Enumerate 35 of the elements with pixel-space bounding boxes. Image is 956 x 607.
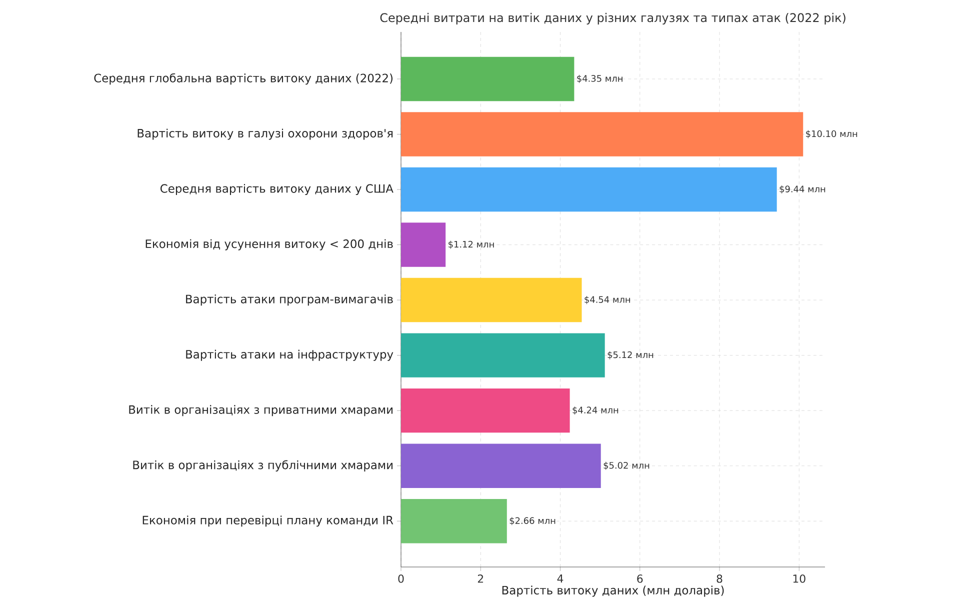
y-tick-label: Вартість витоку в галузі охорони здоров'я	[138, 128, 393, 140]
y-tick-label: Вартість атаки на інфраструктуру	[186, 350, 394, 361]
x-tick-label: 6	[637, 574, 643, 583]
y-tick-label: Середня глобальна вартість витоку даних (2022)	[94, 73, 392, 85]
data-label: $4.54 млн	[584, 296, 630, 304]
y-tick-label: Економія при перевірці плану команди IR	[142, 516, 394, 527]
data-label: $10.10 млн	[806, 130, 858, 138]
x-tick-label: 10	[793, 574, 806, 583]
y-tick-label: Витік в організаціях з приватними хмарами	[129, 405, 392, 416]
data-label: $1.12 млн	[448, 240, 494, 249]
x-tick-label: 0	[398, 574, 404, 583]
x-axis-title: Вартість витоку даних (млн доларів)	[502, 586, 724, 597]
y-tick-label: Економія від усунення витоку < 200 днів	[146, 239, 393, 250]
bar	[401, 278, 582, 322]
data-label: $5.12 млн	[608, 351, 654, 360]
data-label: $9.44 млн	[780, 185, 826, 194]
y-tick-label: Вартість атаки програм-вимагачів	[186, 294, 393, 306]
x-tick-label: 8	[716, 574, 722, 583]
y-tick-label: Середня вартість витоку даних у США	[160, 184, 394, 196]
data-label: $2.66 млн	[510, 517, 556, 526]
y-tick-label: Витік в організаціях з публічними хмарами	[133, 460, 392, 472]
bar	[401, 499, 507, 544]
bar	[401, 333, 605, 378]
x-tick-label: 2	[478, 574, 484, 583]
chart-title: Середні витрати на витік даних у різних галузях та типах атак (2022 рік)	[380, 12, 846, 24]
bar	[401, 444, 601, 488]
bar	[401, 112, 804, 156]
bar	[401, 56, 574, 102]
bar	[401, 388, 570, 433]
data-label: $4.35 млн	[577, 74, 622, 84]
data-label: $5.02 млн	[604, 462, 650, 470]
bar	[401, 167, 777, 212]
x-tick-label: 4	[557, 574, 564, 582]
data-label: $4.24 млн	[572, 406, 618, 415]
bar	[401, 222, 446, 267]
